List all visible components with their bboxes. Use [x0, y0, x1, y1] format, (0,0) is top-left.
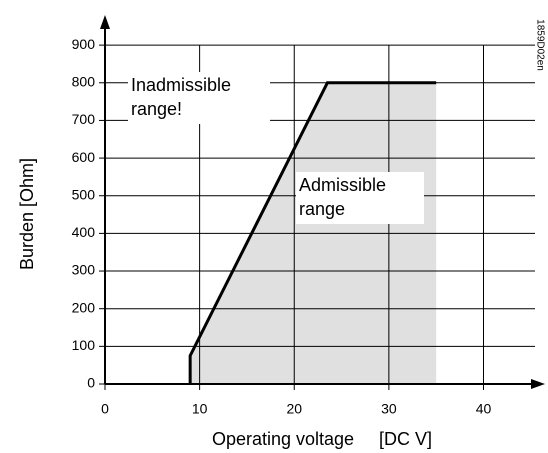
x-tick-label: 0	[101, 401, 109, 417]
x-tick-label: 20	[286, 401, 302, 417]
annotation-text: Admissible	[299, 175, 386, 195]
y-tick-label: 500	[72, 186, 96, 202]
y-tick-label: 200	[72, 299, 96, 315]
annotation-box	[128, 72, 270, 124]
y-tick-label: 700	[72, 111, 96, 127]
x-axis-arrow	[531, 379, 545, 389]
y-tick-label: 600	[72, 149, 96, 165]
limit-line	[188, 81, 437, 384]
side-label: 1859D02en	[534, 19, 545, 71]
y-tick-label: 400	[72, 224, 96, 240]
y-axis-arrow	[100, 15, 110, 29]
x-tick-label: 10	[192, 401, 208, 417]
y-tick-label: 0	[87, 375, 95, 391]
annotation-box	[296, 172, 424, 224]
annotation-text: range!	[131, 99, 182, 119]
x-axis-label: Operating voltage [DC V]	[212, 429, 432, 449]
x-tick-label: 40	[476, 401, 492, 417]
annotation-text: Inadmissible	[131, 75, 231, 95]
x-tick-label: 30	[381, 401, 397, 417]
y-tick-label: 300	[72, 262, 96, 278]
y-tick-label: 800	[72, 73, 96, 89]
y-axis-label: Burden [Ohm]	[17, 158, 37, 270]
annotation-text: range	[299, 199, 345, 219]
y-tick-label: 100	[72, 337, 96, 353]
y-tick-label: 900	[72, 36, 96, 52]
